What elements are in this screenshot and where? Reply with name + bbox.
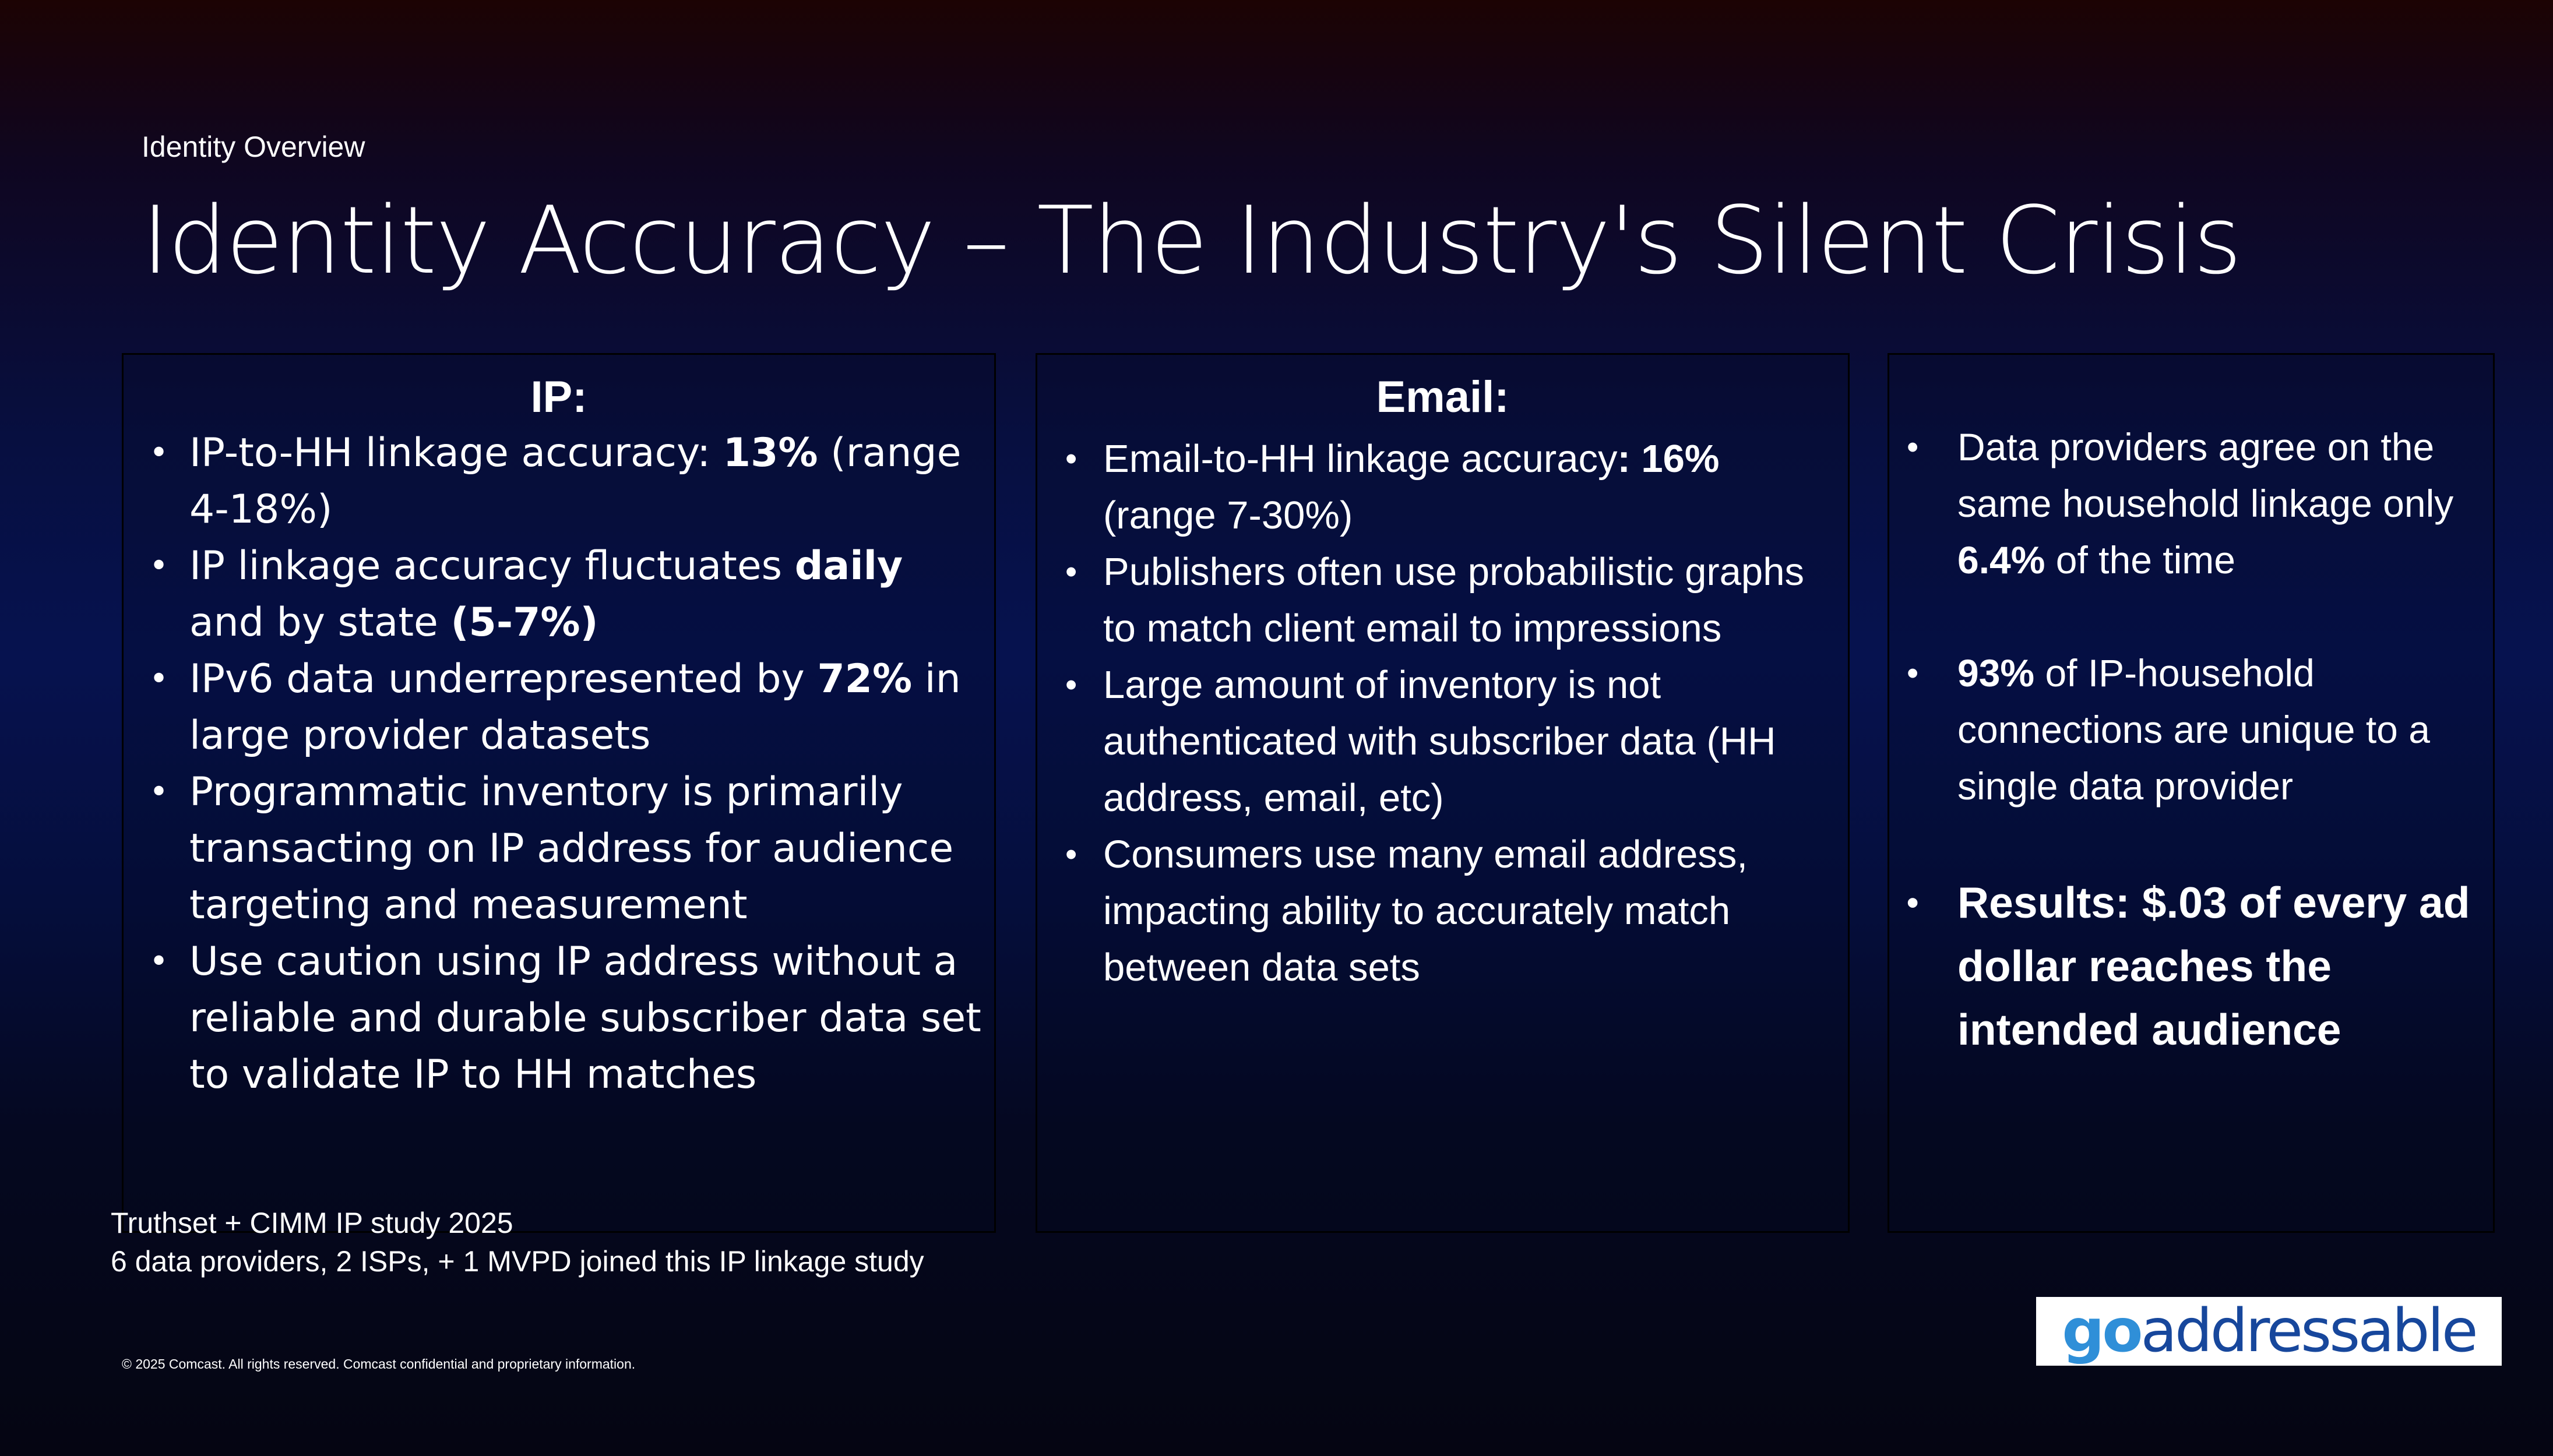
section-label: Identity Overview	[142, 131, 365, 163]
email-panel: Email: Email-to-HH linkage accuracy: 16%…	[1036, 353, 1850, 1233]
logo-go-text: go	[2062, 1296, 2143, 1366]
list-item: IP-to-HH linkage accuracy: 13% (range 4-…	[141, 425, 986, 538]
email-panel-heading: Email:	[1376, 372, 1509, 422]
logo-addressable-text: addressable	[2140, 1296, 2478, 1366]
list-item: Data providers agree on the same househo…	[1907, 419, 2484, 588]
data-provider-panel: Data providers agree on the same househo…	[1888, 353, 2495, 1233]
data-bullet-list: Data providers agree on the same househo…	[1907, 419, 2484, 1118]
list-item: Publishers often use probabilistic graph…	[1054, 544, 1840, 657]
list-item: Consumers use many email address, impact…	[1054, 826, 1840, 996]
ip-panel-heading: IP:	[530, 372, 587, 422]
results-item: Results: $.03 of every ad dollar reaches…	[1907, 871, 2484, 1062]
list-item: 93% of IP-household connections are uniq…	[1907, 645, 2484, 815]
go-addressable-logo: go addressable	[2036, 1297, 2502, 1366]
list-item: IP linkage accuracy fluctuates daily and…	[141, 538, 986, 651]
source-note: Truthset + CIMM IP study 2025 6 data pro…	[111, 1204, 924, 1281]
list-item: Large amount of inventory is not authent…	[1054, 657, 1840, 826]
slide-title: Identity Accuracy – The Industry's Silen…	[142, 186, 2242, 295]
source-line: Truthset + CIMM IP study 2025	[111, 1207, 513, 1239]
list-item: Use caution using IP address without a r…	[141, 933, 986, 1103]
list-item: Programmatic inventory is primarily tran…	[141, 764, 986, 933]
list-item: Email-to-HH linkage accuracy: 16% (range…	[1054, 431, 1840, 544]
email-bullet-list: Email-to-HH linkage accuracy: 16% (range…	[1054, 431, 1840, 996]
copyright-notice: © 2025 Comcast. All rights reserved. Com…	[122, 1356, 636, 1372]
ip-panel: IP: IP-to-HH linkage accuracy: 13% (rang…	[122, 353, 996, 1233]
source-line: 6 data providers, 2 ISPs, + 1 MVPD joine…	[111, 1245, 924, 1278]
list-item: IPv6 data underrepresented by 72% in lar…	[141, 651, 986, 764]
ip-bullet-list: IP-to-HH linkage accuracy: 13% (range 4-…	[141, 425, 986, 1103]
